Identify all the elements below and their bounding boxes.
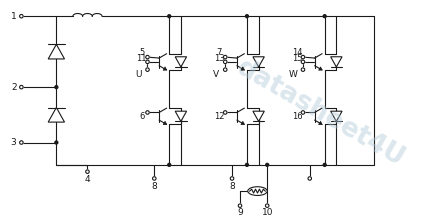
Circle shape	[168, 163, 171, 166]
Polygon shape	[331, 57, 342, 67]
Polygon shape	[318, 67, 322, 70]
Circle shape	[265, 204, 269, 207]
Circle shape	[230, 177, 234, 180]
Circle shape	[86, 170, 89, 173]
Circle shape	[146, 60, 149, 64]
Polygon shape	[253, 111, 265, 121]
Circle shape	[246, 163, 248, 166]
Text: 11: 11	[137, 55, 147, 64]
Circle shape	[246, 15, 248, 18]
Circle shape	[266, 163, 269, 166]
Text: 12: 12	[214, 112, 225, 121]
Circle shape	[20, 85, 23, 89]
Text: V: V	[213, 70, 220, 79]
Ellipse shape	[248, 187, 267, 196]
Circle shape	[301, 68, 305, 71]
Polygon shape	[241, 67, 244, 70]
Text: 4: 4	[85, 175, 90, 184]
Text: 16: 16	[292, 112, 303, 121]
Polygon shape	[175, 57, 187, 67]
Text: U: U	[135, 70, 142, 79]
Circle shape	[146, 68, 149, 71]
Circle shape	[301, 60, 305, 64]
Text: 6: 6	[139, 112, 144, 121]
Circle shape	[168, 15, 171, 18]
Circle shape	[301, 111, 305, 114]
Text: 8: 8	[152, 182, 157, 191]
Circle shape	[152, 177, 156, 180]
Circle shape	[146, 111, 149, 114]
Text: 15: 15	[292, 55, 302, 64]
Polygon shape	[163, 121, 166, 125]
Polygon shape	[175, 111, 187, 121]
Polygon shape	[331, 111, 342, 121]
Polygon shape	[48, 44, 65, 59]
Circle shape	[223, 60, 227, 64]
Text: 3: 3	[11, 138, 17, 147]
Circle shape	[223, 68, 227, 71]
Text: 14: 14	[292, 48, 302, 57]
Circle shape	[146, 55, 149, 59]
Text: W: W	[288, 70, 297, 79]
Text: 7: 7	[217, 48, 222, 57]
Circle shape	[55, 141, 58, 144]
Polygon shape	[253, 57, 265, 67]
Text: 10: 10	[262, 208, 273, 217]
Polygon shape	[318, 121, 322, 125]
Circle shape	[308, 177, 312, 180]
Circle shape	[20, 141, 23, 144]
Circle shape	[301, 55, 305, 59]
Text: 13: 13	[214, 55, 225, 64]
Polygon shape	[241, 121, 244, 125]
Text: 9: 9	[237, 208, 243, 217]
Text: datasheet4U: datasheet4U	[232, 55, 409, 172]
Text: 2: 2	[11, 83, 17, 92]
Text: 5: 5	[139, 48, 144, 57]
Circle shape	[20, 14, 23, 18]
Circle shape	[323, 15, 326, 18]
Text: 1: 1	[11, 12, 17, 21]
Circle shape	[238, 204, 242, 207]
Text: 8: 8	[229, 182, 235, 191]
Polygon shape	[163, 67, 166, 70]
Circle shape	[223, 111, 227, 114]
Circle shape	[223, 55, 227, 59]
Circle shape	[323, 163, 326, 166]
Circle shape	[55, 86, 58, 89]
Polygon shape	[48, 108, 65, 122]
